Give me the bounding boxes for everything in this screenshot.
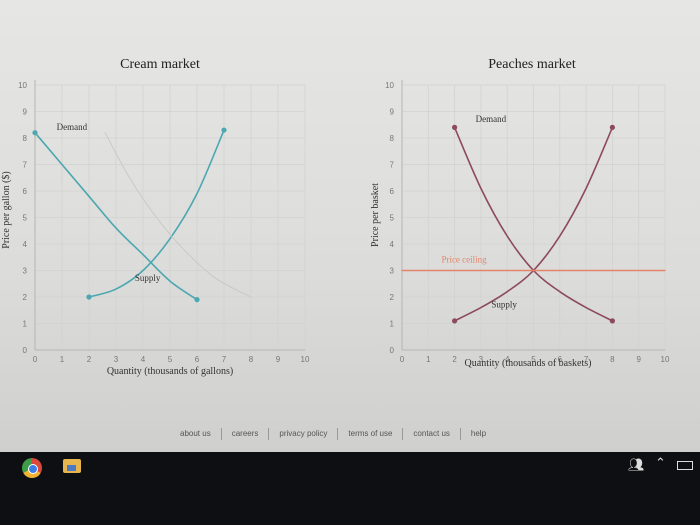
series-endpoint-supply [221, 127, 227, 133]
y-tick-label: 10 [18, 81, 27, 90]
footer-link-terms[interactable]: terms of use [338, 428, 404, 440]
y-tick-label: 5 [23, 214, 28, 223]
y-tick-label: 1 [390, 320, 395, 329]
series-endpoint-demand [194, 297, 200, 303]
chart-title: Peaches market [488, 57, 576, 72]
y-tick-label: 0 [23, 346, 28, 355]
annotation-label: Demand [57, 122, 88, 132]
series-endpoint-demand [452, 124, 458, 130]
footer-link-privacy[interactable]: privacy policy [269, 428, 339, 440]
annotation-label: Supply [135, 273, 161, 283]
x-tick-label: 3 [114, 355, 119, 364]
folder-icon[interactable] [63, 459, 81, 473]
x-tick-label: 2 [87, 355, 92, 364]
chart-title: Cream market [120, 57, 200, 72]
y-tick-label: 3 [390, 267, 395, 276]
series-line-background [104, 132, 252, 298]
y-axis-label: Price per basket [370, 183, 381, 247]
y-tick-label: 6 [390, 187, 395, 196]
people-icon[interactable]: 👥︎ [628, 458, 645, 473]
x-tick-label: 3 [479, 355, 484, 364]
footer-link-contact[interactable]: contact us [403, 428, 461, 440]
x-tick-label: 4 [141, 355, 146, 364]
x-axis-label: Quantity (thousands of gallons) [107, 366, 233, 377]
x-tick-label: 7 [222, 355, 227, 364]
chrome-icon[interactable] [22, 458, 42, 478]
x-tick-label: 5 [168, 355, 173, 364]
footer-link-careers[interactable]: careers [222, 428, 270, 440]
footer-link-help[interactable]: help [470, 429, 487, 438]
x-tick-label: 10 [301, 355, 310, 364]
series-line-supply [88, 129, 225, 298]
series-endpoint-supply [452, 318, 458, 324]
y-tick-label: 4 [23, 240, 28, 249]
y-tick-label: 9 [390, 108, 395, 117]
y-tick-label: 7 [390, 161, 395, 170]
y-tick-label: 3 [23, 267, 28, 276]
x-tick-label: 5 [531, 355, 536, 364]
x-tick-label: 6 [195, 355, 200, 364]
x-axis-label: Quantity (thousands of baskets) [465, 358, 592, 369]
y-tick-label: 2 [390, 293, 395, 302]
series-endpoint-supply [609, 124, 616, 130]
y-tick-label: 2 [23, 293, 28, 302]
annotation-label: Supply [491, 300, 517, 310]
battery-icon[interactable] [677, 461, 693, 470]
y-tick-label: 1 [23, 320, 28, 329]
x-tick-label: 9 [276, 355, 281, 364]
y-tick-label: 10 [385, 81, 394, 90]
footer-link-about[interactable]: about us [170, 428, 222, 440]
y-tick-label: 6 [23, 187, 28, 196]
chevron-up-icon[interactable]: ⌃ [655, 456, 666, 471]
series-endpoint-supply [86, 294, 92, 300]
chart-peaches: 0 1 2 3 4 5 6 7 8 9 10 0 1 2 3 4 5 6 7 8 9 10 Peaches market Qu… [370, 57, 670, 369]
annotation-label: Demand [476, 114, 507, 124]
footer-links: about us careers privacy policy terms of… [170, 424, 530, 444]
x-tick-label: 0 [33, 355, 38, 364]
y-tick-label: 8 [23, 134, 28, 143]
series-line-demand [34, 131, 198, 301]
y-tick-label: 4 [390, 240, 395, 249]
y-tick-label: 5 [390, 214, 395, 223]
y-tick-label: 0 [390, 346, 395, 355]
y-tick-label: 9 [23, 108, 28, 117]
x-tick-label: 6 [558, 355, 563, 364]
chart-cream: 0 1 2 3 4 5 6 7 8 9 10 0 1 2 3 4 5 6 7 8 9 10 Cream market Quan… [1, 57, 310, 377]
annotation-label: Price ceiling [441, 255, 487, 265]
screen-area: 0 1 2 3 4 5 6 7 8 9 10 0 1 2 3 4 5 6 7 8 9 10 Cream market Quan… [0, 0, 700, 452]
x-tick-label: 8 [249, 355, 254, 364]
x-tick-label: 1 [426, 355, 431, 364]
taskbar: 👥︎ ⌃ [0, 452, 700, 525]
x-tick-label: 7 [584, 355, 589, 364]
x-tick-label: 2 [452, 355, 457, 364]
x-tick-label: 10 [661, 355, 670, 364]
y-tick-label: 8 [390, 134, 395, 143]
x-tick-label: 4 [505, 355, 510, 364]
series-endpoint-demand [32, 130, 38, 136]
x-tick-label: 8 [610, 355, 615, 364]
y-axis-label: Price per gallon ($) [1, 171, 12, 248]
x-tick-label: 0 [400, 355, 405, 364]
x-tick-label: 9 [636, 355, 641, 364]
y-tick-label: 7 [23, 161, 28, 170]
series-endpoint-demand [609, 318, 616, 324]
x-tick-label: 1 [60, 355, 65, 364]
